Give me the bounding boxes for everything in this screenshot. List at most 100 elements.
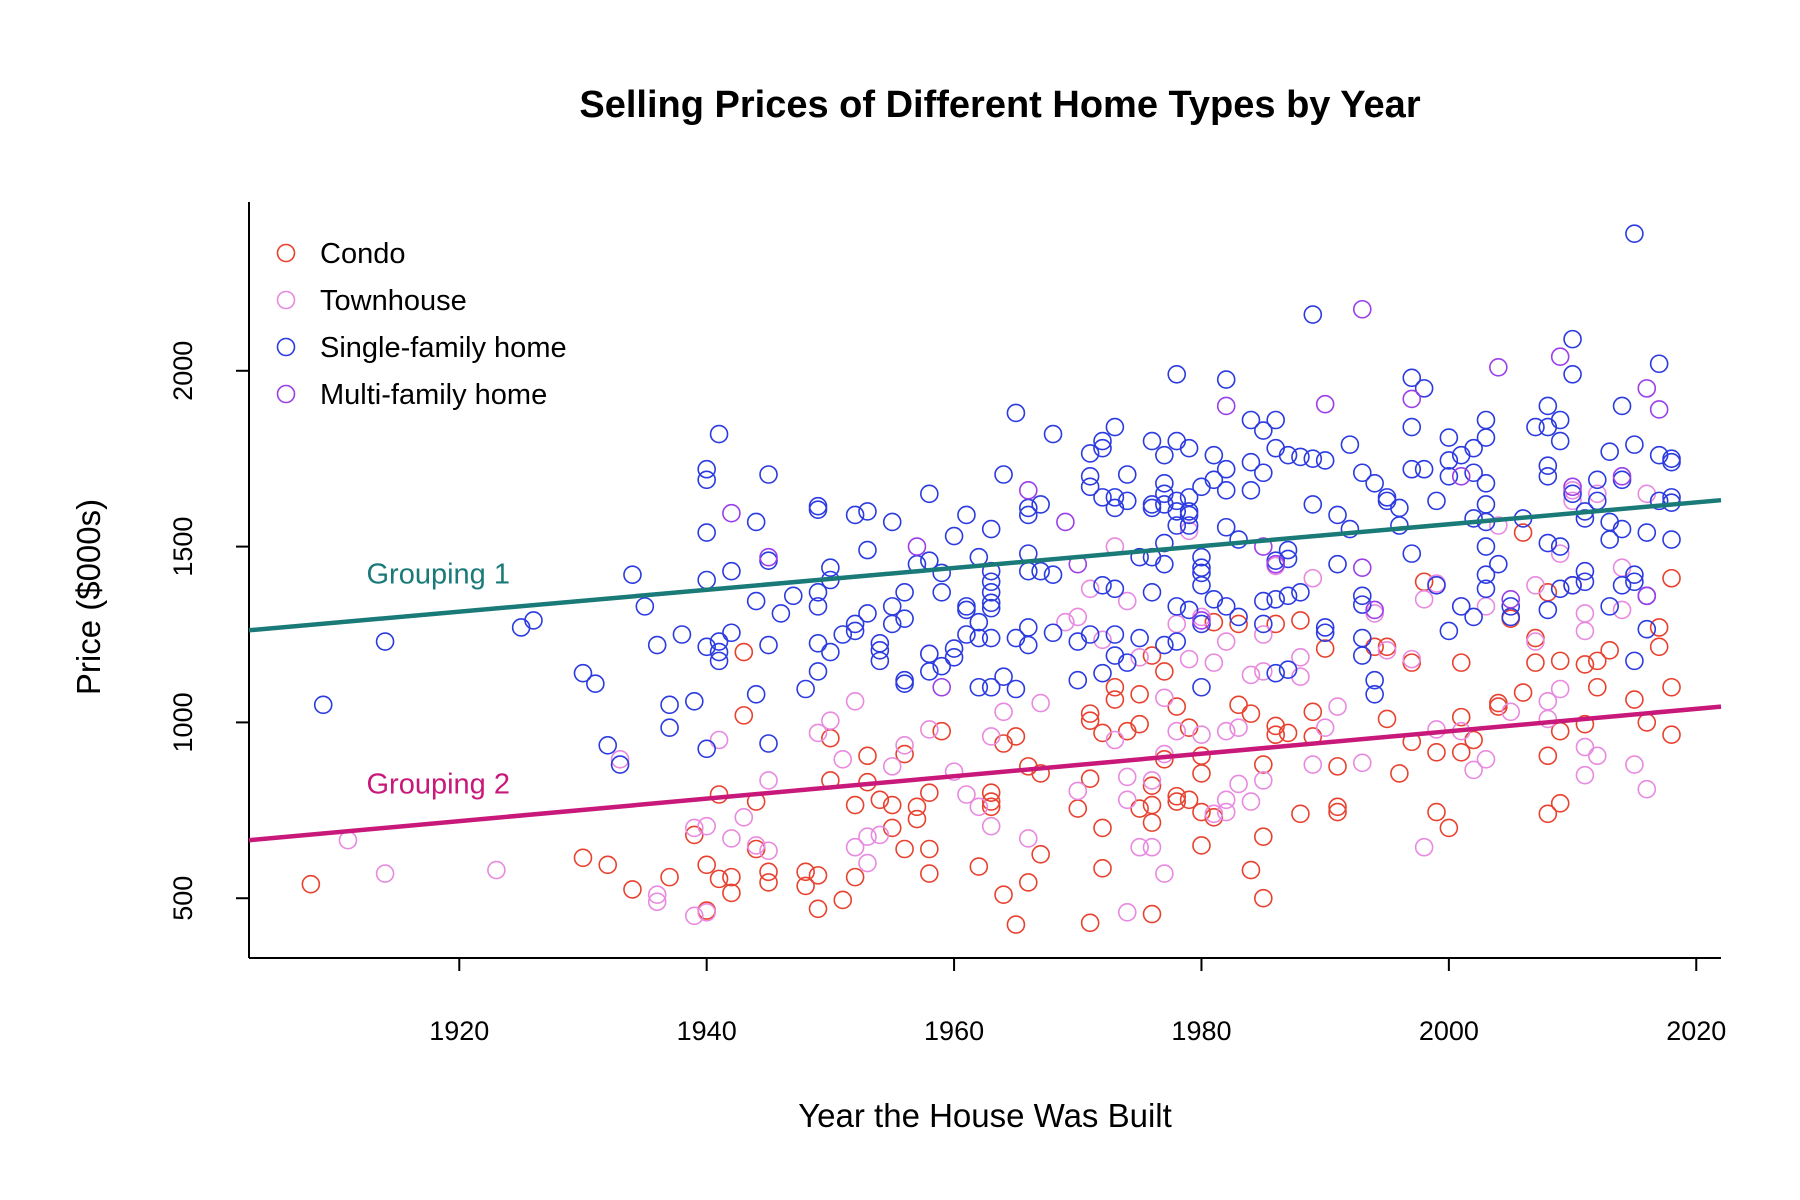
data-point bbox=[1377, 637, 1397, 657]
data-point bbox=[1130, 628, 1149, 648]
data-point bbox=[870, 651, 890, 671]
axes: 1920 1940 1960 1980 2000 2020 500 1000 1500 2000 bbox=[168, 202, 1726, 1046]
data-point bbox=[647, 885, 667, 905]
data-point bbox=[1117, 591, 1137, 611]
data-point bbox=[1254, 614, 1273, 634]
data-point bbox=[1155, 688, 1174, 708]
data-point bbox=[882, 614, 902, 634]
data-point bbox=[1080, 913, 1100, 933]
data-point bbox=[759, 635, 778, 655]
data-point bbox=[845, 795, 865, 815]
data-point bbox=[759, 862, 778, 882]
data-point bbox=[746, 836, 766, 855]
data-point bbox=[1105, 690, 1125, 709]
data-point bbox=[944, 639, 964, 658]
data-point bbox=[1043, 424, 1063, 444]
data-point bbox=[1550, 410, 1570, 430]
data-point bbox=[1328, 697, 1347, 716]
y-tick-label: 500 bbox=[168, 876, 198, 921]
data-point bbox=[697, 570, 716, 590]
data-point bbox=[1414, 572, 1434, 592]
data-point bbox=[845, 621, 865, 641]
data-point bbox=[932, 721, 952, 741]
data-point bbox=[1068, 670, 1088, 690]
data-point bbox=[709, 869, 729, 889]
data-point bbox=[1489, 554, 1508, 574]
data-point bbox=[1291, 583, 1310, 602]
data-point bbox=[647, 892, 667, 912]
data-point bbox=[1093, 663, 1112, 683]
data-point bbox=[1526, 632, 1545, 651]
data-point bbox=[1142, 646, 1162, 665]
data-point bbox=[1105, 417, 1125, 437]
data-point bbox=[1006, 403, 1026, 423]
data-point bbox=[1291, 667, 1310, 686]
data-point bbox=[1352, 595, 1372, 614]
data-point bbox=[746, 839, 766, 859]
data-point bbox=[1538, 466, 1558, 486]
data-point bbox=[1155, 474, 1174, 493]
data-point bbox=[598, 735, 618, 755]
data-point bbox=[932, 583, 952, 602]
data-point bbox=[981, 593, 1001, 613]
data-point bbox=[771, 604, 791, 623]
data-point bbox=[1179, 649, 1199, 669]
chart-title: Selling Prices of Different Home Types b… bbox=[579, 84, 1420, 126]
data-point bbox=[1662, 452, 1681, 472]
data-point bbox=[1501, 597, 1521, 616]
data-point bbox=[1625, 755, 1644, 774]
data-point bbox=[487, 860, 506, 880]
data-point bbox=[1625, 690, 1644, 709]
data-point bbox=[957, 597, 976, 616]
data-point bbox=[1464, 607, 1483, 627]
data-point bbox=[697, 739, 716, 759]
legend-label: Multi-family home bbox=[320, 379, 547, 411]
data-point bbox=[1625, 565, 1644, 585]
data-point bbox=[808, 723, 828, 743]
data-point bbox=[1303, 495, 1323, 514]
data-point bbox=[734, 808, 754, 827]
data-point bbox=[722, 561, 741, 581]
series-townhouse bbox=[338, 481, 1657, 926]
data-point bbox=[1563, 477, 1582, 497]
data-point bbox=[1538, 417, 1558, 437]
data-point bbox=[1662, 449, 1681, 468]
data-point bbox=[1352, 646, 1372, 665]
y-tick-label: 1000 bbox=[168, 692, 198, 752]
data-point bbox=[1476, 428, 1496, 447]
data-point bbox=[1303, 702, 1323, 722]
data-point bbox=[1550, 431, 1570, 451]
data-point bbox=[1278, 540, 1298, 560]
data-point bbox=[920, 839, 939, 859]
data-point bbox=[1130, 837, 1149, 857]
data-point bbox=[1155, 744, 1174, 764]
data-point bbox=[858, 604, 877, 623]
data-point bbox=[1018, 481, 1038, 500]
data-point bbox=[895, 744, 914, 764]
data-point bbox=[1662, 725, 1681, 745]
data-point bbox=[969, 677, 989, 697]
data-point bbox=[1476, 474, 1496, 493]
series-multi-family-home bbox=[722, 299, 1669, 697]
data-point bbox=[635, 597, 655, 616]
data-point bbox=[1241, 665, 1261, 685]
data-point bbox=[1130, 684, 1149, 704]
data-point bbox=[1563, 364, 1582, 384]
data-point bbox=[709, 424, 729, 444]
data-point bbox=[1464, 509, 1483, 528]
data-point bbox=[1216, 517, 1236, 537]
data-point bbox=[1117, 653, 1137, 672]
data-point bbox=[845, 614, 865, 634]
data-point bbox=[1167, 491, 1187, 511]
x-tick-label: 1920 bbox=[429, 1016, 489, 1046]
data-point bbox=[697, 855, 716, 875]
data-point bbox=[1031, 764, 1050, 783]
data-point bbox=[1328, 802, 1347, 822]
data-point bbox=[1662, 568, 1681, 588]
data-point bbox=[783, 586, 803, 606]
data-point bbox=[1538, 456, 1558, 476]
data-point bbox=[1278, 549, 1298, 569]
data-point bbox=[882, 757, 902, 776]
y-ticks: 500 1000 1500 2000 bbox=[168, 341, 249, 921]
data-point bbox=[833, 750, 853, 769]
